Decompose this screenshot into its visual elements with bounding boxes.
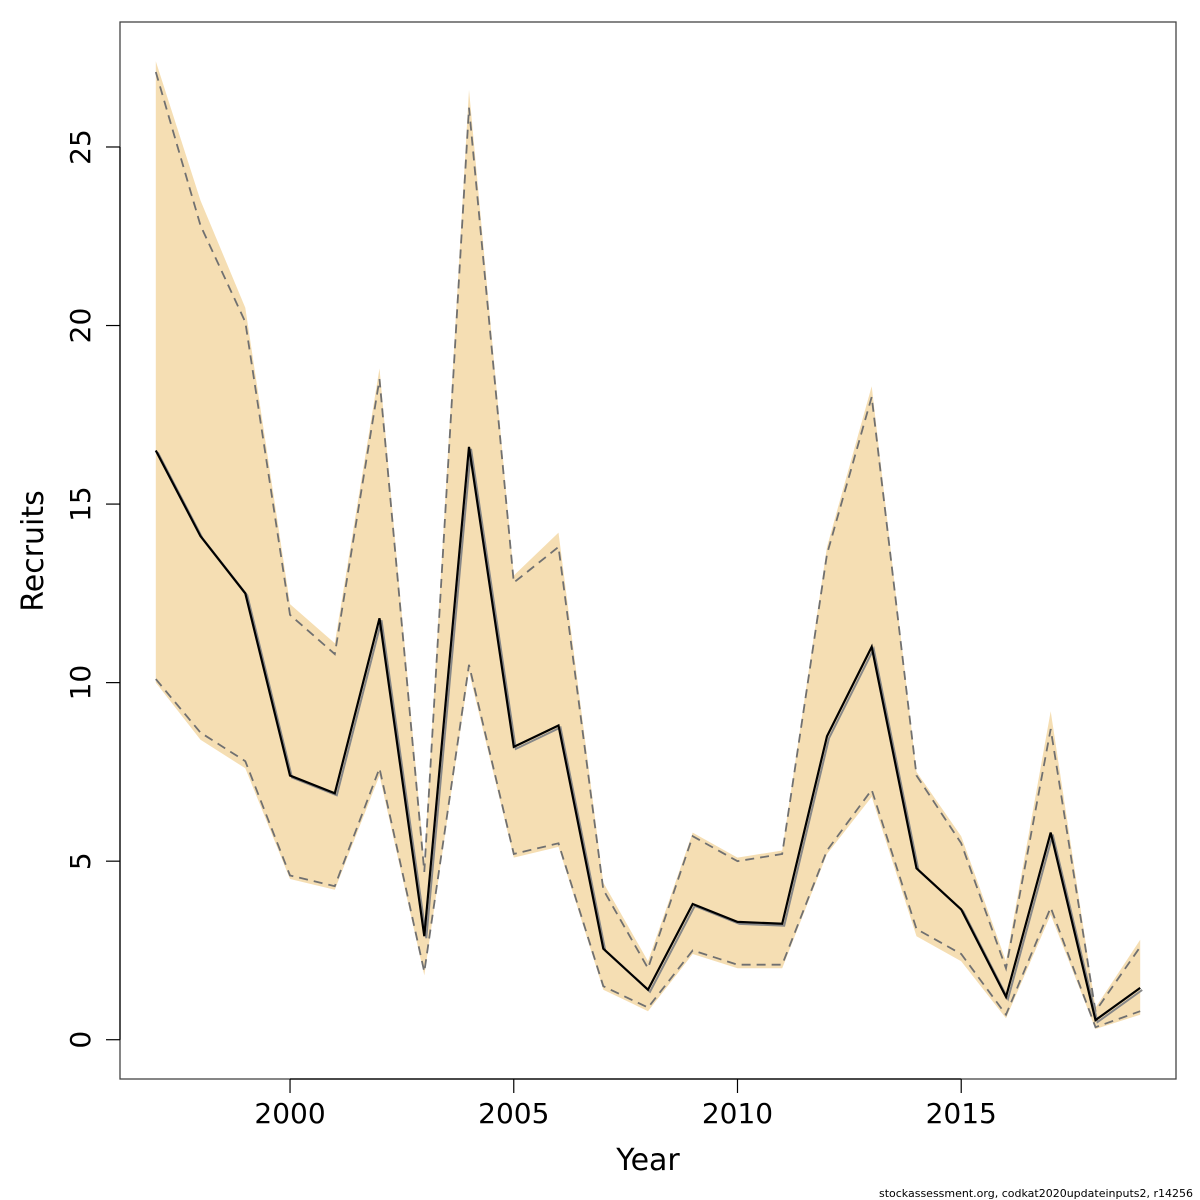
y-tick-label: 0: [64, 1031, 97, 1049]
y-axis-title: Recruits: [16, 490, 51, 612]
y-tick-label: 25: [64, 129, 97, 165]
estimate-line: [154, 446, 1141, 1022]
y-tick-label: 20: [64, 308, 97, 344]
axes: 2000 2005 2010 2015 0 5 10 15 20 25: [64, 129, 997, 1130]
x-tick-label: 2015: [926, 1097, 997, 1130]
x-tick-label: 2005: [478, 1097, 549, 1130]
confidence-band: [155, 61, 1141, 1030]
upper-ci-line: [154, 71, 1141, 1014]
x-axis-title: Year: [615, 1143, 680, 1178]
y-tick-label: 10: [64, 665, 97, 701]
x-tick-label: 2000: [254, 1097, 325, 1130]
x-tick-label: 2010: [702, 1097, 773, 1130]
lower-ci-line: [155, 664, 1141, 1029]
footer-credit: stockassessment.org, codkat2020updateinp…: [879, 1187, 1193, 1200]
y-tick-label: 5: [64, 852, 97, 870]
y-tick-label: 15: [64, 486, 97, 522]
plot-area: [154, 61, 1143, 1030]
